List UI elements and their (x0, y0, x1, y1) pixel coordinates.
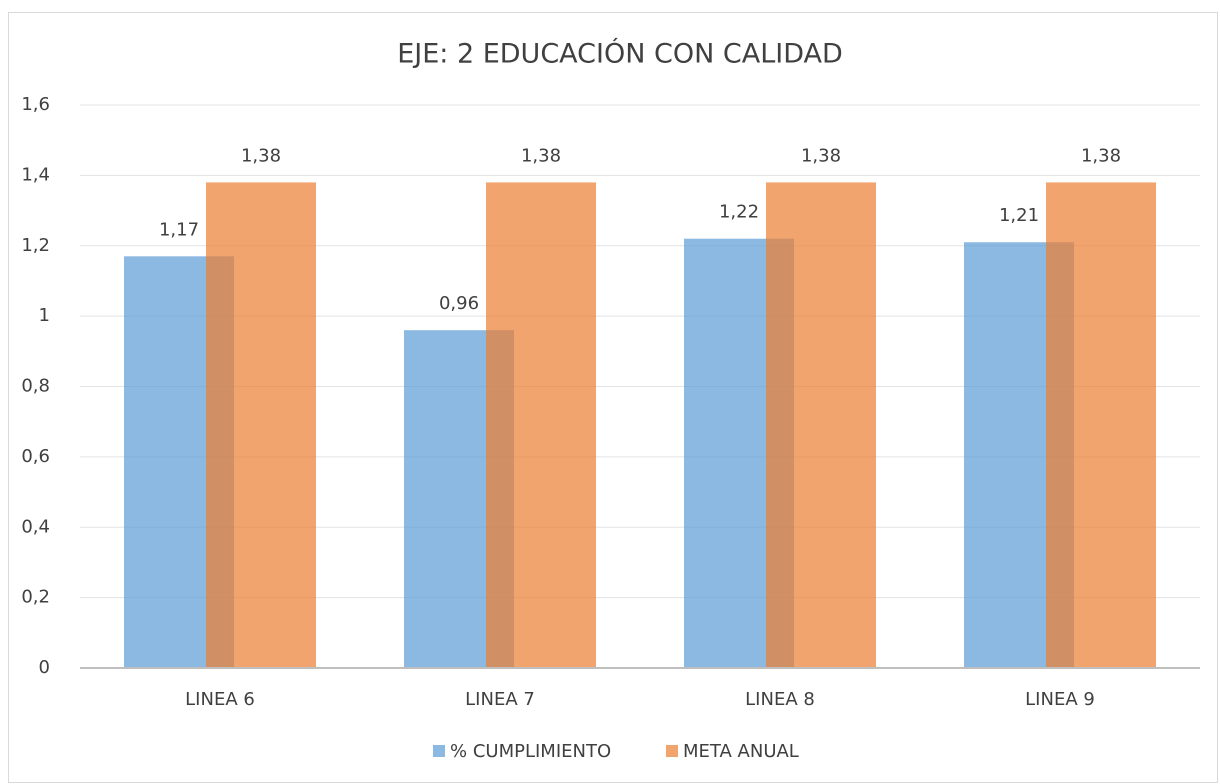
x-tick-label: LINEA 7 (465, 689, 535, 710)
legend-label: % CUMPLIMIENTO (450, 741, 611, 762)
data-label: 1,38 (241, 145, 281, 166)
bar (486, 182, 596, 668)
y-tick-label: 0 (39, 657, 50, 678)
y-tick-label: 0,2 (21, 587, 50, 608)
bar (766, 182, 876, 668)
x-tick-label: LINEA 6 (185, 689, 255, 710)
bar (206, 182, 316, 668)
chart-title: EJE: 2 EDUCACIÓN CON CALIDAD (397, 38, 843, 70)
y-tick-label: 0,8 (21, 376, 50, 397)
data-label: 1,17 (159, 219, 199, 240)
y-tick-label: 0,4 (21, 516, 50, 537)
legend-swatch (666, 745, 678, 757)
data-label: 1,21 (999, 205, 1039, 226)
y-tick-label: 0,6 (21, 446, 50, 467)
legend-label: META ANUAL (683, 741, 799, 762)
data-label: 1,38 (521, 145, 561, 166)
y-tick-label: 1,6 (21, 94, 50, 115)
x-tick-label: LINEA 9 (1025, 689, 1095, 710)
bar (1046, 182, 1156, 668)
x-tick-label: LINEA 8 (745, 689, 815, 710)
data-label: 1,38 (1081, 145, 1121, 166)
y-tick-label: 1,4 (21, 164, 50, 185)
data-label: 0,96 (439, 293, 479, 314)
legend-swatch (433, 745, 445, 757)
data-label: 1,22 (719, 202, 759, 223)
y-tick-label: 1 (39, 305, 50, 326)
data-label: 1,38 (801, 145, 841, 166)
y-tick-label: 1,2 (21, 235, 50, 256)
